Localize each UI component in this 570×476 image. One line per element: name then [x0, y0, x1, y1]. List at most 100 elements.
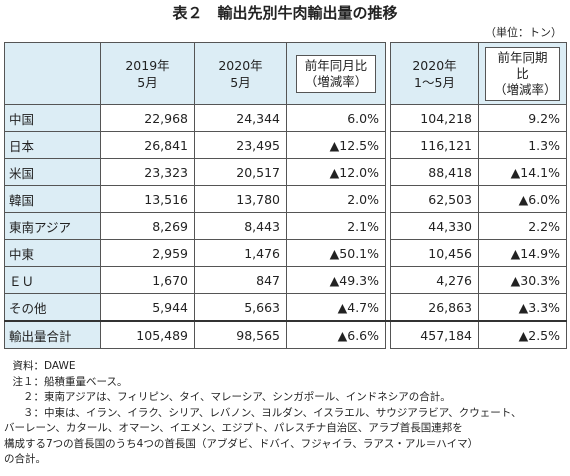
- unit: （単位：トン）: [485, 26, 562, 39]
- row: 米国 23,323 20,517 ▲12.0% 88,418 ▲14.1%: [4, 158, 567, 186]
- cell: ▲12.0%: [286, 158, 386, 186]
- cell: ▲14.1%: [478, 158, 567, 186]
- cell: ▲2.5%: [478, 320, 567, 349]
- note: 資料： DAWE: [4, 359, 522, 375]
- cell: 8,443: [194, 212, 287, 240]
- cell: 2.0%: [286, 185, 386, 213]
- cell: 23,495: [194, 131, 287, 159]
- note-text: の合計。: [4, 453, 46, 465]
- cell: 4,276: [390, 266, 479, 294]
- cell: ▲3.3%: [478, 293, 567, 322]
- cell: 2.2%: [478, 212, 567, 240]
- note-label: ２：: [23, 391, 44, 403]
- header-cell: 2019年 5月: [100, 42, 195, 105]
- header-cell: 前年同期比 （増減率）: [478, 42, 567, 105]
- header-text: 前年同期比: [497, 49, 548, 81]
- cell: ▲30.3%: [478, 266, 567, 294]
- cell: 24,344: [194, 104, 287, 132]
- row-label: 韓国: [4, 185, 101, 213]
- row-label: 輸出量合計: [4, 320, 101, 349]
- note: バーレーン、カタール、オマーン、イエメン、エジプト、パレスチナ自治区、アラブ首長…: [4, 421, 522, 437]
- header-text: 2019年: [125, 57, 170, 73]
- note: ３： 中東は、イラン、イラク、シリア、レバノン、ヨルダン、イスラエル、サウジアラビ…: [4, 406, 522, 422]
- cell: ▲12.5%: [286, 131, 386, 159]
- cell: 1.3%: [478, 131, 567, 159]
- cell: 22,968: [100, 104, 195, 132]
- cell: 847: [194, 266, 287, 294]
- table: 2019年 5月 2020年 5月 前年同月比 （増減率） 2020年 1～5月 前年同期比 （増…: [4, 42, 567, 349]
- note-text: 構成する7つの首長国のうち4つの首長国（アブダビ、ドバイ、フジャイラ、ラアス・ア…: [4, 437, 479, 450]
- header-text: 2020年: [218, 57, 263, 73]
- row: 輸出量合計 105,489 98,565 ▲6.6% 457,184 ▲2.5%: [4, 320, 567, 349]
- note-text: 中東は、イラン、イラク、シリア、レバノン、ヨルダン、イスラエル、サウジアラビア、…: [44, 406, 522, 419]
- cell: 9.2%: [478, 104, 567, 132]
- row-label: 日本: [4, 131, 101, 159]
- row: 中東 2,959 1,476 ▲50.1% 10,456 ▲14.9%: [4, 239, 567, 267]
- note: 注１： 船積重量ベース。: [4, 375, 522, 391]
- note-label: 資料：: [12, 360, 45, 372]
- cell: 23,323: [100, 158, 195, 186]
- row-label: 中国: [4, 104, 101, 132]
- cell: ▲6.6%: [286, 320, 386, 349]
- note-label: ３：: [23, 406, 44, 419]
- cell: 6.0%: [286, 104, 386, 132]
- cell: 8,269: [100, 212, 195, 240]
- row-label: 東南アジア: [4, 212, 101, 240]
- header-text: 5月: [230, 74, 251, 90]
- note: の合計。: [4, 452, 522, 468]
- cell: 13,516: [100, 185, 195, 213]
- cell: 62,503: [390, 185, 479, 213]
- row: 日本 26,841 23,495 ▲12.5% 116,121 1.3%: [4, 131, 567, 159]
- header-text: 2020年: [412, 57, 457, 73]
- row-label: 米国: [4, 158, 101, 186]
- row-label: ＥＵ: [4, 266, 101, 294]
- row: 韓国 13,516 13,780 2.0% 62,503 ▲6.0%: [4, 185, 567, 213]
- header-box: 前年同期比 （増減率）: [485, 46, 560, 101]
- header-text: 前年同月比: [304, 57, 368, 73]
- notes: 資料： DAWE 注１： 船積重量ベース。 ２： 東南アジアは、フィリピン、タイ、マレーシ…: [4, 359, 522, 468]
- header-text: 5月: [137, 74, 158, 90]
- header-cell: [4, 42, 101, 105]
- row-label: 中東: [4, 239, 101, 267]
- header-cell: 2020年 5月: [194, 42, 287, 105]
- cell: 1,670: [100, 266, 195, 294]
- cell: ▲49.3%: [286, 266, 386, 294]
- cell: 98,565: [194, 320, 287, 349]
- cell: ▲6.0%: [478, 185, 567, 213]
- header-box: 前年同月比 （増減率）: [295, 54, 377, 93]
- title: 表２ 輸出先別牛肉輸出量の推移: [172, 4, 398, 22]
- note-text: DAWE: [44, 360, 76, 372]
- header-cell: 2020年 1～5月: [390, 42, 479, 105]
- header-text: （増減率）: [304, 73, 368, 89]
- cell: 10,456: [390, 239, 479, 267]
- cell: 5,663: [194, 293, 287, 322]
- cell: 105,489: [100, 320, 195, 349]
- note-text: 船積重量ベース。: [44, 375, 128, 388]
- header-cell: 前年同月比 （増減率）: [286, 42, 386, 105]
- cell: 88,418: [390, 158, 479, 186]
- row: 中国 22,968 24,344 6.0% 104,218 9.2%: [4, 104, 567, 132]
- header-text: （増減率）: [494, 81, 557, 97]
- row: その他 5,944 5,663 ▲4.7% 26,863 ▲3.3%: [4, 293, 567, 322]
- cell: 457,184: [390, 320, 479, 349]
- cell: ▲4.7%: [286, 293, 386, 322]
- cell: ▲14.9%: [478, 239, 567, 267]
- cell: 5,944: [100, 293, 195, 322]
- row-label: その他: [4, 293, 101, 322]
- cell: 1,476: [194, 239, 287, 267]
- cell: 116,121: [390, 131, 479, 159]
- row: ＥＵ 1,670 847 ▲49.3% 4,276 ▲30.3%: [4, 266, 567, 294]
- note-text: 東南アジアは、フィリピン、タイ、マレーシア、シンガポール、インドネシアの合計。: [44, 391, 451, 403]
- cell: 104,218: [390, 104, 479, 132]
- cell: 20,517: [194, 158, 287, 186]
- cell: ▲50.1%: [286, 239, 386, 267]
- cell: 44,330: [390, 212, 479, 240]
- note: 構成する7つの首長国のうち4つの首長国（アブダビ、ドバイ、フジャイラ、ラアス・ア…: [4, 437, 522, 453]
- cell: 26,863: [390, 293, 479, 322]
- row: 東南アジア 8,269 8,443 2.1% 44,330 2.2%: [4, 212, 567, 240]
- note: ２： 東南アジアは、フィリピン、タイ、マレーシア、シンガポール、インドネシアの合計…: [4, 390, 522, 406]
- cell: 2,959: [100, 239, 195, 267]
- cell: 2.1%: [286, 212, 386, 240]
- cell: 13,780: [194, 185, 287, 213]
